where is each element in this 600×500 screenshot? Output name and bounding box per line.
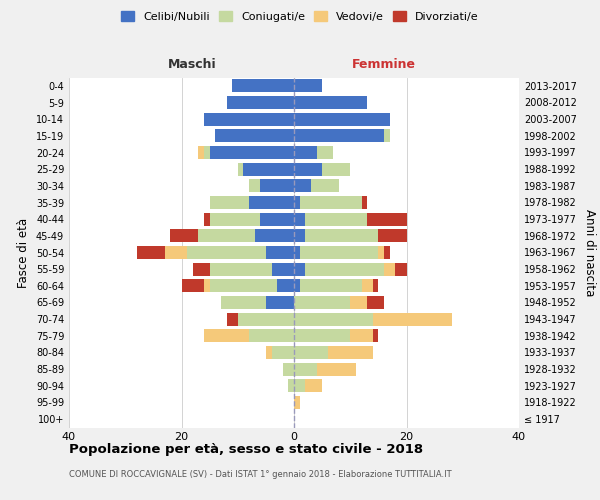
- Bar: [232, 80, 294, 92]
- Bar: [294, 362, 317, 376]
- Bar: [137, 246, 164, 259]
- Bar: [227, 96, 294, 109]
- Bar: [317, 146, 334, 159]
- Bar: [187, 246, 266, 259]
- Bar: [238, 312, 294, 326]
- Bar: [294, 96, 367, 109]
- Bar: [266, 246, 294, 259]
- Bar: [294, 246, 299, 259]
- Bar: [305, 230, 379, 242]
- Legend: Celibi/Nubili, Coniugati/e, Vedovi/e, Divorziati/e: Celibi/Nubili, Coniugati/e, Vedovi/e, Di…: [118, 8, 482, 25]
- Bar: [209, 212, 260, 226]
- Bar: [294, 130, 384, 142]
- Bar: [238, 162, 244, 175]
- Bar: [384, 130, 389, 142]
- Bar: [244, 162, 294, 175]
- Bar: [204, 212, 209, 226]
- Bar: [294, 230, 305, 242]
- Bar: [384, 246, 389, 259]
- Bar: [373, 312, 452, 326]
- Bar: [204, 112, 294, 126]
- Text: COMUNE DI ROCCAVIGNALE (SV) - Dati ISTAT 1° gennaio 2018 - Elaborazione TUTTITAL: COMUNE DI ROCCAVIGNALE (SV) - Dati ISTAT…: [69, 470, 452, 479]
- Bar: [170, 230, 199, 242]
- Bar: [204, 330, 249, 342]
- Bar: [373, 280, 379, 292]
- Bar: [209, 196, 249, 209]
- Bar: [164, 246, 187, 259]
- Bar: [182, 280, 204, 292]
- Bar: [294, 396, 299, 409]
- Bar: [317, 362, 356, 376]
- Bar: [249, 330, 294, 342]
- Bar: [305, 262, 384, 276]
- Bar: [199, 230, 254, 242]
- Bar: [294, 312, 373, 326]
- Bar: [294, 380, 305, 392]
- Bar: [294, 180, 311, 192]
- Bar: [299, 196, 361, 209]
- Bar: [299, 280, 361, 292]
- Bar: [294, 212, 305, 226]
- Bar: [305, 212, 367, 226]
- Bar: [294, 146, 317, 159]
- Bar: [361, 196, 367, 209]
- Bar: [289, 380, 294, 392]
- Bar: [311, 180, 339, 192]
- Bar: [254, 230, 294, 242]
- Bar: [294, 330, 350, 342]
- Bar: [209, 262, 271, 276]
- Bar: [266, 346, 271, 359]
- Bar: [266, 296, 294, 309]
- Bar: [221, 296, 266, 309]
- Bar: [294, 80, 322, 92]
- Bar: [367, 296, 384, 309]
- Bar: [367, 212, 407, 226]
- Bar: [277, 280, 294, 292]
- Bar: [299, 246, 379, 259]
- Bar: [350, 296, 367, 309]
- Bar: [373, 330, 379, 342]
- Bar: [294, 280, 299, 292]
- Bar: [294, 296, 350, 309]
- Y-axis label: Fasce di età: Fasce di età: [17, 218, 30, 288]
- Bar: [379, 230, 407, 242]
- Bar: [305, 380, 322, 392]
- Bar: [260, 212, 294, 226]
- Y-axis label: Anni di nascita: Anni di nascita: [583, 209, 596, 296]
- Bar: [204, 146, 209, 159]
- Bar: [384, 262, 395, 276]
- Bar: [328, 346, 373, 359]
- Bar: [204, 280, 209, 292]
- Bar: [249, 196, 294, 209]
- Bar: [294, 262, 305, 276]
- Bar: [249, 180, 260, 192]
- Bar: [294, 112, 389, 126]
- Bar: [271, 262, 294, 276]
- Bar: [395, 262, 407, 276]
- Bar: [350, 330, 373, 342]
- Bar: [294, 162, 322, 175]
- Bar: [227, 312, 238, 326]
- Bar: [260, 180, 294, 192]
- Bar: [199, 146, 204, 159]
- Bar: [379, 246, 384, 259]
- Text: Femmine: Femmine: [352, 58, 416, 71]
- Bar: [322, 162, 350, 175]
- Bar: [209, 280, 277, 292]
- Text: Popolazione per età, sesso e stato civile - 2018: Popolazione per età, sesso e stato civil…: [69, 442, 423, 456]
- Bar: [271, 346, 294, 359]
- Text: Maschi: Maschi: [167, 58, 217, 71]
- Bar: [361, 280, 373, 292]
- Bar: [294, 196, 299, 209]
- Bar: [215, 130, 294, 142]
- Bar: [283, 362, 294, 376]
- Bar: [209, 146, 294, 159]
- Bar: [294, 346, 328, 359]
- Bar: [193, 262, 209, 276]
